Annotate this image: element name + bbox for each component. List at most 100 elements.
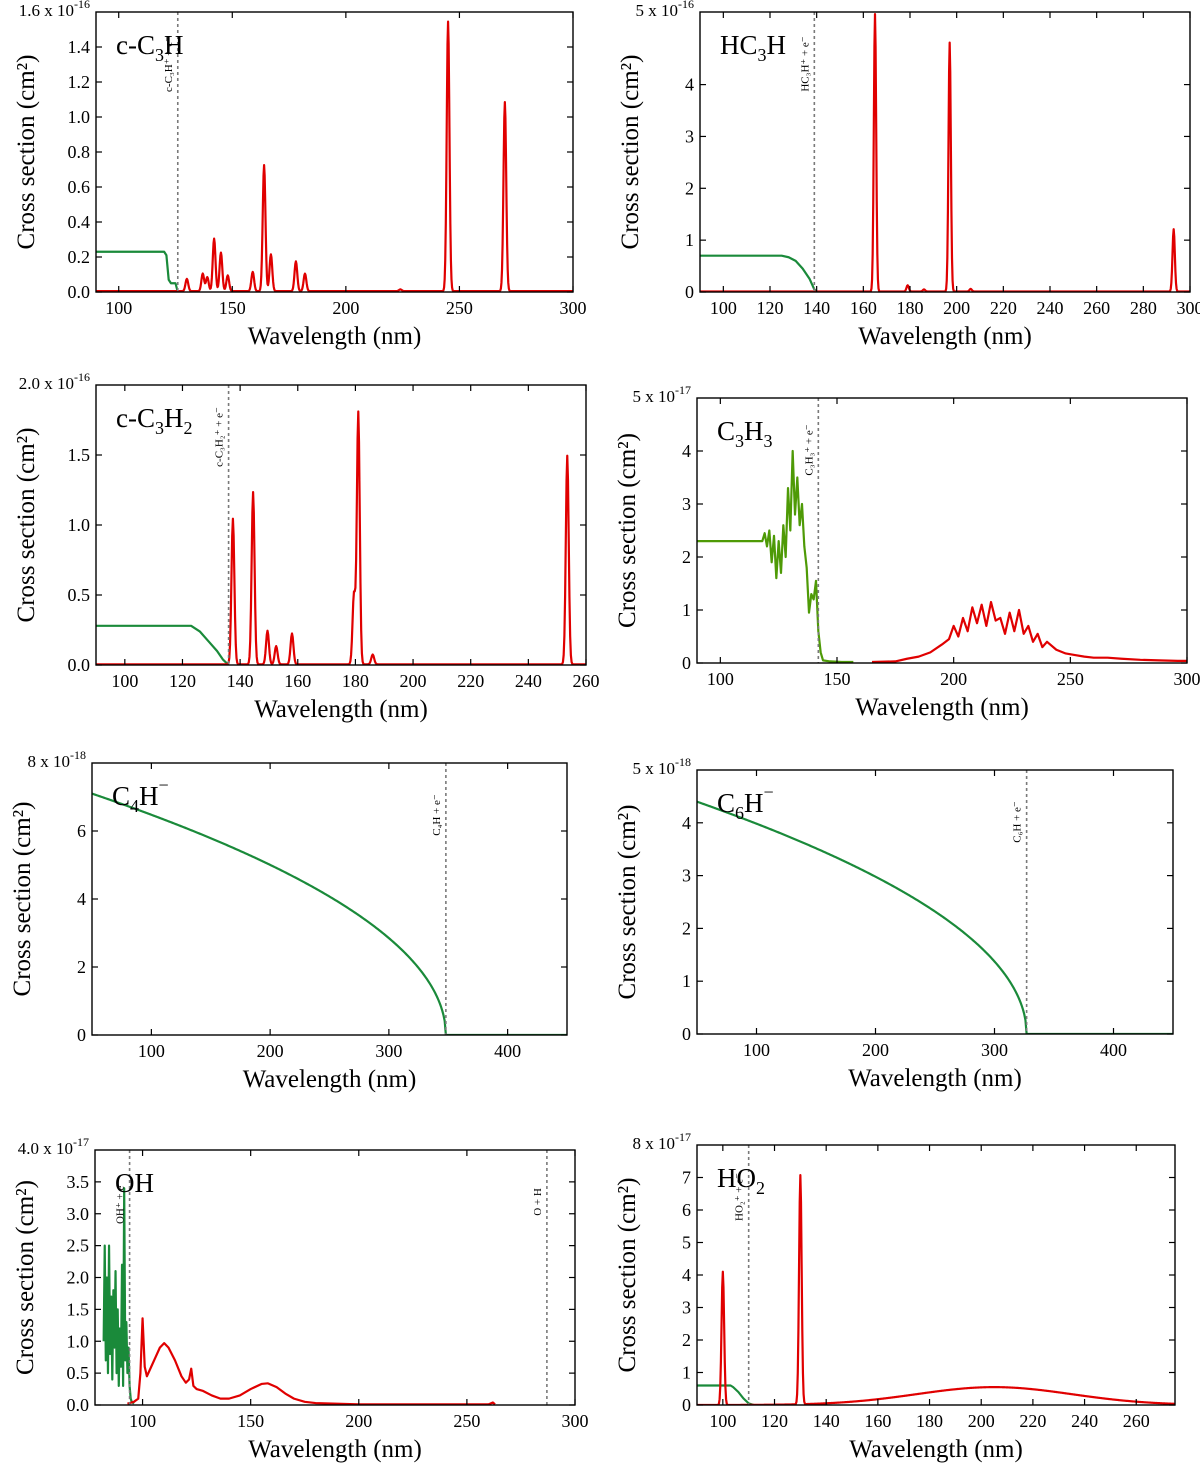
x-axis-title: Wavelength (nm) (248, 1436, 422, 1463)
y-tick-label: 1.0 (67, 1331, 90, 1351)
molecule-label: C3H3 (717, 416, 773, 451)
x-tick-label: 100 (105, 298, 132, 318)
x-tick-label: 260 (1083, 298, 1110, 318)
x-tick-label: 140 (803, 298, 830, 318)
x-tick-label: 200 (943, 298, 970, 318)
x-axis-title: Wavelength (nm) (858, 323, 1032, 350)
y-tick-label: 1 (682, 600, 691, 620)
y-tick-label: 1 (685, 230, 694, 250)
x-tick-label: 260 (1123, 1411, 1150, 1431)
x-tick-label: 220 (990, 298, 1017, 318)
y-tick-label: 4 (682, 441, 691, 461)
y-tick-label: 2.0 (67, 1268, 90, 1288)
y-tick-label: 3 (682, 866, 691, 886)
y-tick-label: 1.5 (68, 445, 91, 465)
y-axis-title: Cross section (cm²) (614, 1178, 641, 1373)
molecule-label: OH (115, 1168, 154, 1198)
series-line-ion (102, 1187, 135, 1405)
threshold-label: c-C₃H₂⁺ + e⁻ (214, 407, 226, 467)
y-tick-label: 1.5 (67, 1299, 90, 1319)
panel-c3h3: C₃H₃⁺ + e⁻ 100 150 200 250 300 0 1 2 3 4 5 x 10-17 C… (614, 383, 1200, 721)
x-tick-label: 180 (897, 298, 924, 318)
x-tick-label: 400 (1100, 1040, 1127, 1060)
y-scale-label: 5 x 10-17 (633, 383, 692, 406)
x-tick-label: 240 (1071, 1411, 1098, 1431)
panel-oh: OH⁺ + e⁻ O + H 100 150 200 250 300 0.0 0.5 1.0 1.5… (12, 1135, 589, 1463)
plot-frame (696, 397, 1188, 664)
plot-frame (696, 1144, 1176, 1406)
y-tick-label: 0.4 (68, 212, 91, 232)
x-tick-label: 100 (138, 1041, 165, 1061)
x-tick-label: 100 (111, 671, 138, 691)
threshold-label: c-C₃H⁺ + e⁻ (163, 36, 175, 92)
y-tick-label: 0 (685, 282, 694, 302)
y-tick-label: 2 (682, 918, 691, 938)
molecule-label: c-C3H (116, 30, 183, 65)
threshold-label: OH⁺ + e⁻ (115, 1180, 127, 1224)
molecule-label: HC3H (720, 30, 786, 65)
y-tick-label: 0.6 (68, 177, 91, 197)
series-line-neutral (96, 410, 586, 665)
threshold-label: C₃H₃⁺ + e⁻ (803, 424, 815, 475)
x-axis-title: Wavelength (nm) (855, 694, 1029, 721)
x-tick-label: 200 (332, 298, 359, 318)
y-scale-label: 4.0 x 10-17 (18, 1135, 89, 1158)
y-tick-label: 3.0 (67, 1204, 90, 1224)
molecule-label: C6H− (717, 782, 774, 823)
x-tick-label: 250 (453, 1411, 480, 1431)
series-line-ion (96, 250, 183, 292)
x-tick-label: 100 (710, 298, 737, 318)
y-axis-title: Cross section (cm²) (614, 433, 641, 628)
y-tick-label: 3 (685, 126, 694, 146)
series-line-ion (92, 792, 567, 1035)
y-tick-label: 4 (682, 1265, 691, 1285)
y-tick-label: 0 (77, 1025, 86, 1045)
x-tick-label: 160 (850, 298, 877, 318)
threshold-label: O + H (532, 1188, 544, 1216)
x-tick-label: 100 (129, 1411, 156, 1431)
x-tick-label: 140 (813, 1411, 840, 1431)
x-tick-label: 300 (560, 298, 587, 318)
x-tick-label: 200 (257, 1041, 284, 1061)
x-tick-label: 200 (345, 1411, 372, 1431)
y-axis-title: Cross section (cm²) (617, 55, 644, 250)
y-axis-title: Cross section (cm²) (614, 805, 641, 1000)
x-tick-label: 200 (400, 671, 427, 691)
x-axis-title: Wavelength (nm) (849, 1436, 1023, 1463)
series-line-neutral (871, 600, 1187, 663)
y-tick-label: 0 (682, 653, 691, 673)
y-scale-label: 5 x 10-18 (633, 755, 692, 778)
y-tick-label: 0 (682, 1024, 691, 1044)
x-tick-label: 300 (1177, 298, 1200, 318)
threshold-label: C₄H + e⁻ (431, 794, 443, 836)
x-tick-label: 240 (1037, 298, 1064, 318)
y-scale-label: 8 x 10-17 (633, 1130, 692, 1153)
threshold-label: HC₃H⁺ + e⁻ (799, 36, 811, 91)
x-tick-label: 400 (494, 1041, 521, 1061)
x-tick-label: 220 (457, 671, 484, 691)
y-tick-label: 1.4 (68, 37, 91, 57)
x-tick-label: 100 (743, 1040, 770, 1060)
y-tick-label: 2 (685, 178, 694, 198)
x-tick-label: 300 (981, 1040, 1008, 1060)
x-tick-label: 250 (446, 298, 473, 318)
x-tick-label: 180 (342, 671, 369, 691)
y-scale-label: 1.6 x 10-16 (19, 0, 90, 20)
x-tick-label: 150 (237, 1411, 264, 1431)
panel-c4h-anion: C₄H + e⁻ 100 200 300 400 0 2 4 6 8 x 10-18 C4H− Wav… (9, 748, 568, 1093)
y-scale-label: 2.0 x 10-16 (19, 370, 90, 393)
x-tick-label: 220 (1019, 1411, 1046, 1431)
y-tick-label: 1 (682, 1363, 691, 1383)
y-tick-label: 0.0 (67, 1395, 90, 1415)
y-tick-label: 6 (77, 821, 86, 841)
y-tick-label: 4 (77, 889, 86, 909)
x-tick-label: 100 (709, 1411, 736, 1431)
y-tick-label: 2 (682, 547, 691, 567)
y-tick-label: 0 (682, 1395, 691, 1415)
x-tick-label: 180 (916, 1411, 943, 1431)
plot-frame (91, 762, 568, 1036)
y-tick-label: 4 (682, 813, 691, 833)
series-line-neutral (96, 20, 573, 292)
x-axis-title: Wavelength (nm) (254, 696, 428, 723)
